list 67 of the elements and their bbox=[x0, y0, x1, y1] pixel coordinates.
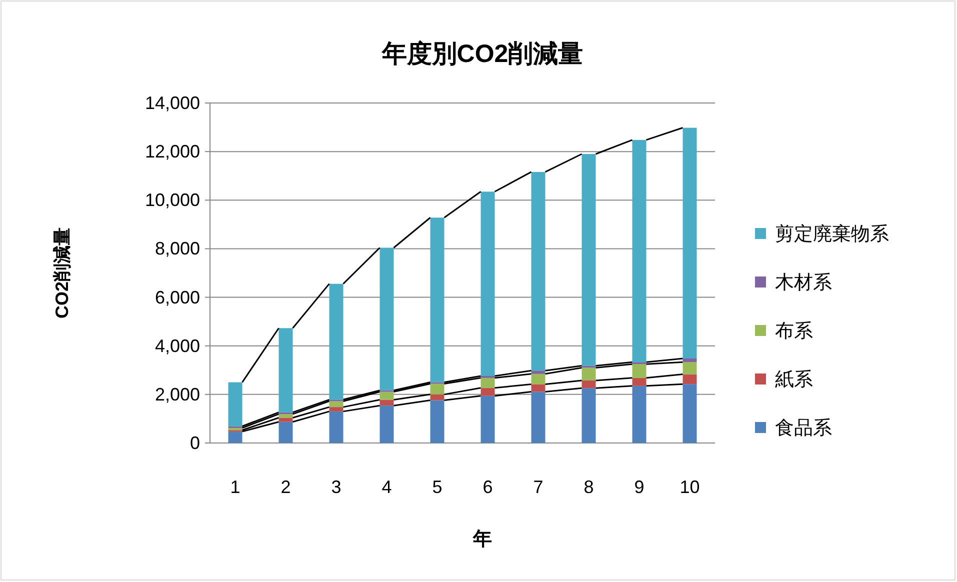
bar bbox=[682, 362, 697, 374]
bar bbox=[632, 386, 646, 443]
bar bbox=[430, 400, 444, 443]
bar bbox=[682, 374, 697, 384]
x-tick-label: 7 bbox=[533, 477, 544, 497]
bar bbox=[682, 128, 697, 358]
bar bbox=[380, 400, 394, 406]
bar bbox=[531, 374, 546, 384]
bar bbox=[278, 414, 293, 418]
x-tick-label: 8 bbox=[584, 477, 594, 497]
bar bbox=[480, 388, 495, 396]
x-tick-label: 4 bbox=[382, 477, 392, 497]
bar bbox=[329, 411, 344, 443]
bar bbox=[329, 401, 344, 408]
bar bbox=[278, 418, 293, 422]
legend-label: 食品系 bbox=[775, 418, 832, 439]
x-tick-label: 2 bbox=[280, 477, 291, 497]
legend-label: 紙系 bbox=[775, 370, 813, 390]
bar bbox=[430, 218, 444, 382]
bar bbox=[682, 358, 697, 362]
bar bbox=[682, 384, 697, 443]
bar bbox=[632, 364, 646, 378]
x-tick-label: 9 bbox=[634, 477, 644, 497]
y-tick-label: 8,000 bbox=[154, 238, 200, 259]
bar bbox=[531, 172, 546, 371]
y-tick-label: 2,000 bbox=[154, 384, 200, 404]
x-tick-label: 5 bbox=[432, 477, 442, 497]
y-tick-label: 6,000 bbox=[154, 287, 200, 308]
bar bbox=[228, 382, 242, 426]
y-axis-title: CO2削減量 bbox=[52, 227, 72, 319]
bar bbox=[582, 388, 596, 443]
bar bbox=[278, 422, 293, 443]
bar bbox=[430, 394, 444, 400]
bar bbox=[380, 392, 394, 400]
x-tick-label: 1 bbox=[230, 477, 240, 497]
bar bbox=[329, 284, 344, 400]
bar bbox=[632, 140, 646, 362]
y-tick-label: 12,000 bbox=[144, 142, 200, 162]
bar bbox=[531, 384, 546, 392]
bar bbox=[430, 384, 444, 394]
x-tick-label: 3 bbox=[331, 477, 342, 497]
chart-title: 年度別CO2削減量 bbox=[380, 40, 584, 68]
bar bbox=[480, 378, 495, 388]
bar bbox=[380, 406, 394, 443]
bar bbox=[380, 248, 394, 390]
bar bbox=[480, 192, 495, 376]
x-tick-label: 6 bbox=[482, 477, 493, 497]
bar bbox=[582, 154, 596, 366]
bar bbox=[531, 392, 546, 443]
y-tick-label: 10,000 bbox=[144, 190, 200, 210]
bar bbox=[329, 407, 344, 412]
bar bbox=[228, 432, 242, 443]
x-tick-label: 10 bbox=[680, 477, 700, 497]
bar bbox=[632, 378, 646, 386]
bar bbox=[531, 370, 546, 374]
legend-label: 剪定廃棄物系 bbox=[775, 223, 889, 245]
y-tick-label: 4,000 bbox=[154, 336, 200, 356]
x-axis-title: 年 bbox=[472, 529, 492, 550]
y-tick-label: 14,000 bbox=[144, 93, 200, 113]
bar bbox=[582, 368, 596, 380]
y-tick-label: 0 bbox=[190, 433, 200, 453]
bar bbox=[582, 380, 596, 388]
bar bbox=[228, 428, 242, 430]
bar bbox=[278, 328, 293, 412]
legend-label: 布系 bbox=[775, 321, 813, 342]
legend-label: 木材系 bbox=[775, 272, 832, 294]
bar bbox=[480, 396, 495, 443]
